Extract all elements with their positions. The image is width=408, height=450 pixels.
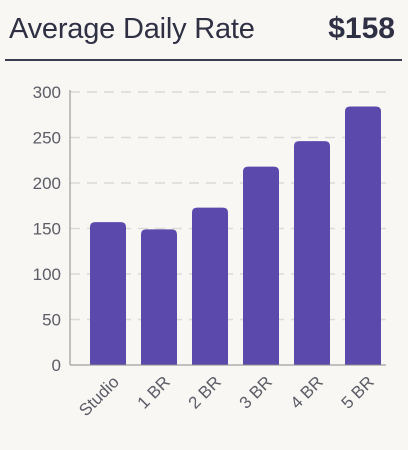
x-tick-label: 3 BR [236,372,276,412]
bar [345,106,381,365]
header: Average Daily Rate $158 [0,0,408,60]
bar [294,141,330,365]
x-tick-label: Studio [75,372,123,420]
x-tick-label: 5 BR [338,372,378,412]
y-tick-label: 150 [33,220,61,239]
x-tick-label: 2 BR [185,372,225,412]
y-tick-label: 100 [33,265,61,284]
y-tick-label: 250 [33,129,61,148]
bar [90,222,126,365]
y-tick-label: 0 [52,356,61,375]
bar [141,229,177,365]
chart-title: Average Daily Rate [9,13,255,45]
x-tick-label: 4 BR [287,372,327,412]
bar [243,166,279,365]
x-tick-label: 1 BR [134,372,174,412]
y-tick-label: 50 [42,311,61,330]
y-tick-label: 200 [33,174,61,193]
header-divider [5,59,402,61]
average-value: $158 [328,12,395,45]
bar [192,207,228,365]
y-tick-label: 300 [33,83,61,102]
